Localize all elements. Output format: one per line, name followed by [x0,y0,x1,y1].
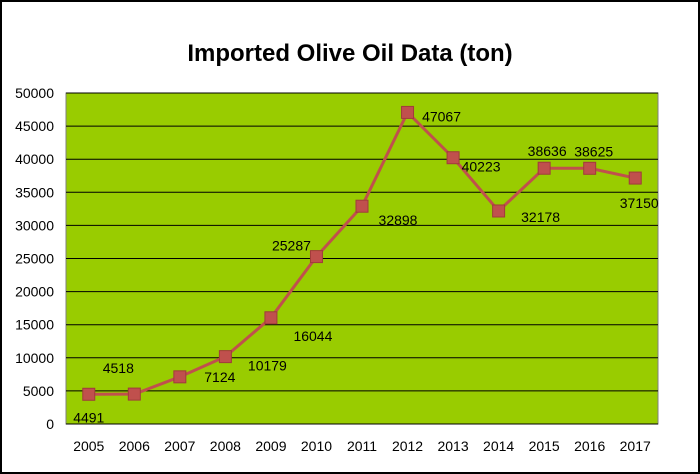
x-tick-label: 2011 [347,438,377,454]
x-tick-label: 2015 [529,438,560,454]
data-label: 7124 [204,369,235,385]
data-label: 32898 [379,212,418,228]
data-label: 47067 [422,108,461,124]
y-tick-label: 45000 [15,118,54,134]
x-tick-label: 2012 [392,438,423,454]
y-tick-label: 25000 [15,251,54,267]
data-label: 40223 [462,159,501,175]
x-tick-label: 2010 [301,438,332,454]
data-marker [628,171,642,185]
y-tick-label: 50000 [15,85,54,101]
x-tick-label: 2007 [164,438,195,454]
x-tick-label: 2013 [437,438,468,454]
y-tick-label: 5000 [23,383,54,399]
data-marker [264,311,278,325]
gridlines [66,92,658,425]
data-marker [127,387,141,401]
data-label: 38636 [528,143,567,159]
data-label: 4491 [73,409,104,425]
x-tick-label: 2014 [483,438,514,454]
x-axis-tick-labels: 2005 2006 2007 2008 2009 2010 2011 2012 2013 2014… [73,438,651,454]
y-tick-label: 10000 [15,350,54,366]
data-marker [401,105,415,119]
data-marker [355,199,369,213]
data-markers [82,105,642,401]
data-labels: 4491 4518 7124 10179 16044 25287 32898 47067 402… [73,108,659,425]
data-label: 37150 [620,195,659,211]
data-label: 38625 [574,143,613,159]
y-tick-label: 15000 [15,317,54,333]
chart-title: Imported Olive Oil Data (ton) [187,40,513,67]
data-label: 32178 [521,209,560,225]
data-marker [218,350,232,364]
x-tick-label: 2009 [255,438,286,454]
data-marker [82,387,96,401]
y-tick-label: 20000 [15,284,54,300]
data-marker [173,370,187,384]
x-tick-label: 2008 [210,438,241,454]
x-tick-label: 2016 [574,438,605,454]
data-marker [583,161,597,175]
data-label: 10179 [248,358,287,374]
x-tick-label: 2006 [119,438,150,454]
y-tick-label: 40000 [15,151,54,167]
data-marker [446,151,460,165]
y-tick-label: 30000 [15,217,54,233]
y-tick-label: 35000 [15,184,54,200]
y-axis-tick-labels: 0 5000 10000 15000 20000 25000 30000 35000 40000… [15,85,54,432]
y-tick-label: 0 [46,416,54,432]
data-marker [492,204,506,218]
data-label: 4518 [103,360,134,376]
data-label: 25287 [272,238,311,254]
x-tick-label: 2005 [73,438,104,454]
data-marker [537,161,551,175]
data-label: 16044 [293,328,332,344]
data-marker [309,250,323,264]
x-tick-label: 2017 [620,438,651,454]
